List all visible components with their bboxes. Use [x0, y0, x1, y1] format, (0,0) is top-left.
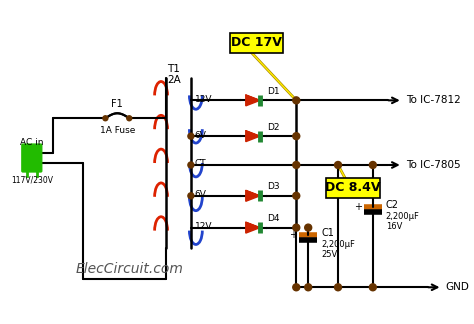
Text: T1: T1	[167, 64, 181, 74]
Text: CT: CT	[195, 159, 207, 168]
Circle shape	[188, 133, 194, 139]
Circle shape	[127, 116, 132, 121]
Circle shape	[293, 133, 300, 140]
Text: 1A Fuse: 1A Fuse	[100, 126, 135, 135]
Polygon shape	[246, 95, 260, 106]
Polygon shape	[246, 190, 260, 201]
Text: GND: GND	[446, 282, 469, 292]
Text: C1: C1	[321, 227, 334, 237]
FancyBboxPatch shape	[326, 178, 380, 198]
Text: D1: D1	[267, 87, 280, 96]
Circle shape	[335, 161, 341, 168]
Text: AC in: AC in	[20, 138, 44, 147]
Text: DC 17V: DC 17V	[231, 36, 282, 49]
Circle shape	[305, 224, 312, 231]
Polygon shape	[246, 131, 260, 142]
Circle shape	[293, 192, 300, 199]
Text: 25V: 25V	[321, 250, 337, 259]
Text: 6V: 6V	[195, 190, 207, 199]
Circle shape	[369, 284, 376, 291]
Text: D4: D4	[267, 214, 280, 223]
Text: 2A: 2A	[167, 75, 181, 86]
Polygon shape	[246, 222, 260, 233]
Circle shape	[293, 97, 300, 104]
Circle shape	[293, 224, 300, 231]
FancyBboxPatch shape	[22, 144, 42, 172]
Text: F1: F1	[111, 99, 123, 109]
Text: 12V: 12V	[195, 222, 212, 231]
Text: 117V/230V: 117V/230V	[11, 175, 53, 184]
Circle shape	[335, 284, 341, 291]
Text: 12V: 12V	[195, 95, 212, 104]
Circle shape	[305, 284, 312, 291]
Text: D3: D3	[267, 182, 280, 191]
Text: +: +	[289, 230, 297, 240]
Text: 2,200μF: 2,200μF	[386, 212, 419, 221]
Text: D2: D2	[267, 123, 280, 132]
Text: To IC-7812: To IC-7812	[406, 95, 460, 105]
Text: 6V: 6V	[195, 131, 207, 140]
Circle shape	[293, 161, 300, 168]
Text: C2: C2	[386, 200, 399, 210]
Text: To IC-7805: To IC-7805	[406, 160, 460, 170]
Circle shape	[369, 161, 376, 168]
Text: +: +	[354, 202, 362, 212]
Circle shape	[188, 162, 194, 168]
Circle shape	[293, 284, 300, 291]
Text: ElecCircuit.com: ElecCircuit.com	[75, 262, 183, 276]
Text: DC 8.4V: DC 8.4V	[325, 181, 381, 194]
Text: 16V: 16V	[386, 222, 402, 231]
FancyBboxPatch shape	[230, 33, 283, 52]
Circle shape	[103, 116, 108, 121]
Text: 2,200μF: 2,200μF	[321, 240, 355, 249]
Circle shape	[188, 193, 194, 199]
